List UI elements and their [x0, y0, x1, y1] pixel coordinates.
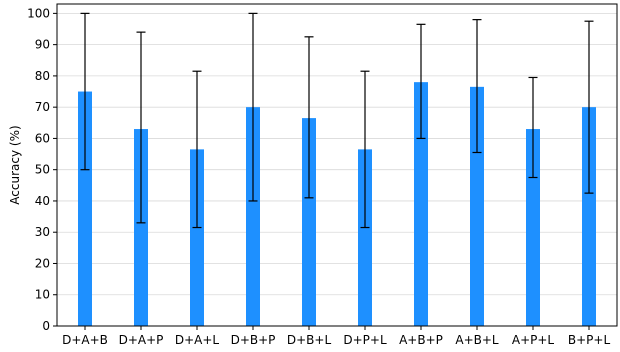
x-tick-label: D+A+L	[175, 333, 220, 347]
y-axis-label: Accuracy (%)	[8, 125, 22, 204]
plot-frame	[56, 3, 618, 327]
y-tick-label: 0	[42, 319, 50, 333]
bar	[470, 86, 484, 326]
x-tick-label: D+B+P	[231, 333, 276, 347]
bar	[358, 149, 372, 326]
grid-lines	[57, 12, 617, 296]
bar	[190, 149, 204, 326]
x-tick-label: A+B+P	[399, 333, 443, 347]
bars	[78, 82, 596, 327]
bar	[78, 91, 92, 326]
y-tick-label: 20	[35, 256, 50, 270]
axes	[53, 3, 618, 330]
bar	[582, 107, 596, 327]
y-tick-label: 30	[35, 225, 50, 239]
bar	[134, 129, 148, 326]
y-tick-label: 50	[35, 163, 50, 177]
bar	[302, 118, 316, 326]
y-tick-label: 10	[35, 288, 50, 302]
y-tick-labels: 0 10 20 30 40 50 60 70 80 90 100	[27, 6, 50, 333]
x-tick-label: A+B+L	[455, 333, 499, 347]
x-tick-label: D+A+B	[62, 333, 108, 347]
x-tick-labels: D+A+B D+A+P D+A+L D+B+P D+B+L D+P+L A+B+P A+B+L…	[62, 333, 610, 347]
x-tick-label: D+B+L	[287, 333, 332, 347]
y-tick-label: 80	[35, 69, 50, 83]
y-tick-label: 90	[35, 38, 50, 52]
bar	[414, 82, 428, 327]
bar	[526, 129, 540, 326]
x-tick-label: D+A+P	[119, 333, 164, 347]
x-tick-label: B+P+L	[568, 333, 611, 347]
x-tick-label: A+P+L	[512, 333, 555, 347]
y-tick-label: 70	[35, 100, 50, 114]
bar	[246, 107, 260, 327]
y-tick-label: 60	[35, 131, 50, 145]
y-tick-label: 100	[27, 6, 50, 20]
x-tick-label: D+P+L	[343, 333, 387, 347]
error-bars	[80, 12, 594, 229]
y-tick-label: 40	[35, 194, 50, 208]
